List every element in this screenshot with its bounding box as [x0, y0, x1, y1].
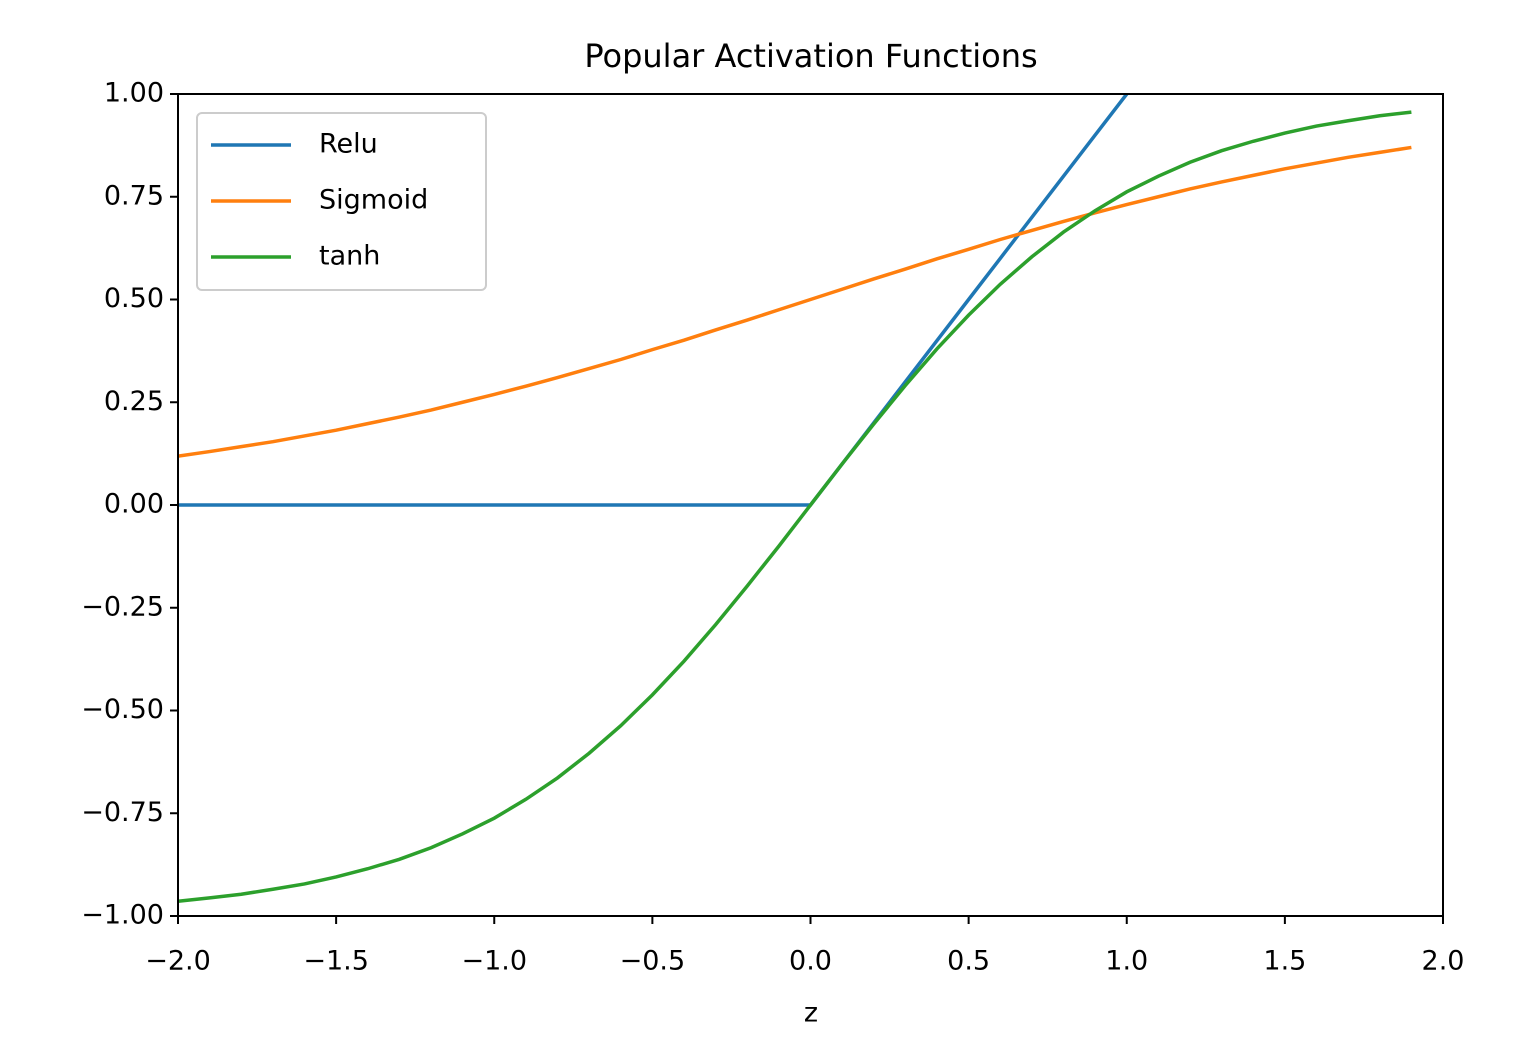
x-tick-label: 2.0 [1422, 946, 1465, 977]
y-tick-label: −1.00 [81, 900, 164, 931]
legend-box [196, 112, 487, 291]
y-tick-label: −0.50 [81, 694, 164, 725]
chart-title: Popular Activation Functions [584, 37, 1037, 75]
plot-frame [177, 93, 1444, 917]
legend-label: Sigmoid [319, 185, 428, 216]
plot-lines [178, 94, 1412, 903]
series-line [178, 110, 1412, 903]
y-tick-label: 1.00 [104, 78, 164, 109]
legend-label: Relu [319, 129, 378, 160]
x-tick-label: −1.0 [461, 946, 527, 977]
x-tick-label: 0.5 [947, 946, 990, 977]
y-tick-label: −0.75 [81, 797, 164, 828]
x-tick-label: 0.0 [789, 946, 832, 977]
x-tick-label: 1.5 [1263, 946, 1306, 977]
y-tick-label: 0.25 [104, 386, 164, 417]
legend-label: tanh [319, 241, 380, 272]
y-tick-label: 0.00 [104, 489, 164, 520]
y-tick-label: 0.75 [104, 180, 164, 211]
x-tick-label: −0.5 [620, 946, 686, 977]
series-line [178, 94, 1129, 507]
y-tick-label: −0.25 [81, 591, 164, 622]
x-tick-label: −2.0 [145, 946, 211, 977]
y-tick-label: 0.50 [104, 283, 164, 314]
x-axis-label: z [804, 998, 818, 1029]
series-line [178, 145, 1412, 458]
x-tick-label: −1.5 [303, 946, 369, 977]
x-tick-label: 1.0 [1105, 946, 1148, 977]
